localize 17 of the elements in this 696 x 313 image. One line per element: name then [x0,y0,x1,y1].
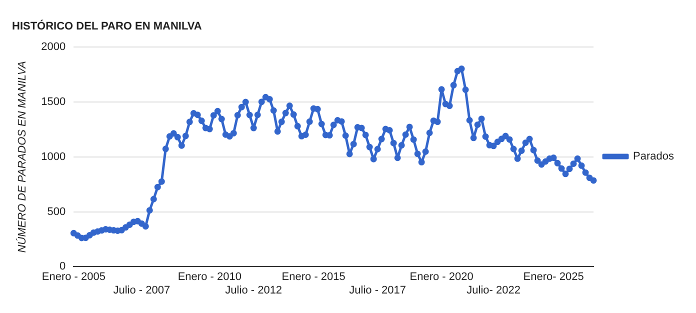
x-tick-label: Enero - 2015 [282,271,346,284]
y-tick-label: 2000 [41,41,66,54]
x-tick-label: Enero - 2005 [42,271,106,284]
x-tick-label: Enero- 2025 [523,271,584,284]
legend-label: Parados [633,150,674,163]
y-axis-title: NÚMERO DE PARADOS EN MANILVA [16,61,29,253]
chart-title: HISTÓRICO DEL PARO EN MANILVA [12,20,202,33]
x-tick-label: Enero - 2010 [178,271,242,284]
y-tick-label: 1000 [41,150,66,163]
x-tick-label: Julio - 2007 [113,284,170,296]
y-tick-label: 500 [47,206,66,218]
y-tick-label: 1500 [41,96,66,108]
x-tick-label: Julio- 2022 [466,284,520,296]
x-tick-label: Julio - 2017 [349,284,406,296]
x-tick-label: Enero - 2020 [410,271,474,284]
y-tick-label: 0 [60,260,66,273]
x-tick-label: Julio - 2012 [225,284,282,296]
